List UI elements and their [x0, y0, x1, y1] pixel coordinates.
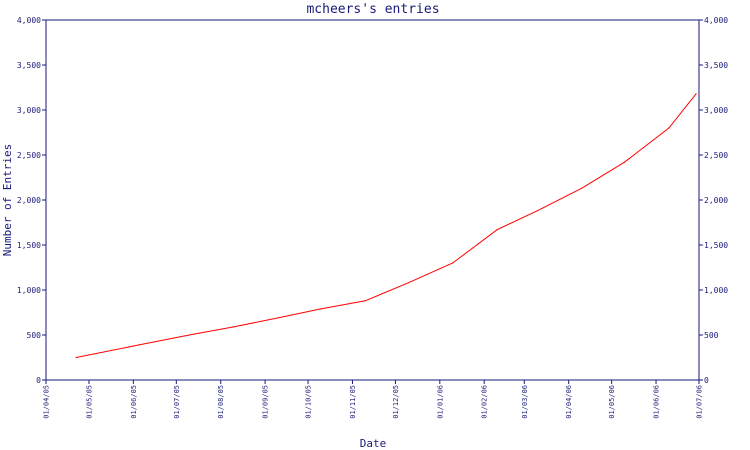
y-tick-label-left: 4,000 [17, 16, 41, 25]
series-line [76, 93, 697, 358]
x-tick-label: 01/02/06 [481, 385, 489, 419]
x-tick-label: 01/05/06 [608, 385, 616, 419]
x-tick-label: 01/04/05 [43, 385, 51, 419]
y-axis-left: 0 500 1,000 1,500 2,000 2,500 3,000 3,500 4,000 [17, 16, 46, 385]
data-point [580, 187, 583, 189]
x-tick-label: 01/04/06 [565, 385, 573, 419]
y-tick-label-right: 1,500 [704, 241, 728, 250]
x-tick-label: 01/07/05 [173, 385, 181, 419]
series-layer [75, 93, 697, 359]
y-tick-label-left: 0 [36, 376, 41, 385]
y-tick-label-left: 3,000 [17, 106, 41, 115]
x-tick-label: 01/03/06 [521, 385, 529, 419]
y-tick-label-left: 2,000 [17, 196, 41, 205]
data-point [623, 161, 626, 163]
data-point [138, 344, 140, 346]
data-point [695, 93, 697, 95]
x-tick-label: 01/09/05 [262, 385, 270, 419]
data-point [668, 127, 670, 129]
x-tick-label: 01/12/05 [392, 385, 400, 419]
data-point [407, 282, 409, 284]
y-tick-label-right: 3,000 [704, 106, 728, 115]
x-tick-label: 01/10/05 [305, 385, 313, 419]
x-axis: 01/04/05 01/05/05 01/06/05 01/07/05 01/08/05… [43, 380, 704, 419]
y-axis-right: 0 500 1,000 1,500 2,000 2,500 3,000 3,500 4,000 [699, 16, 728, 385]
plot-frame [45, 19, 700, 381]
chart-title: mcheers's entries [306, 2, 439, 17]
data-point [452, 262, 454, 264]
y-tick-label-right: 0 [704, 376, 709, 385]
data-point [496, 229, 498, 231]
y-tick-label-right: 2,000 [704, 196, 728, 205]
data-point [320, 308, 322, 310]
data-point [188, 334, 190, 336]
x-tick-label: 01/06/06 [653, 385, 661, 419]
y-tick-label-left: 500 [27, 331, 42, 340]
y-tick-label-right: 2,500 [704, 151, 728, 160]
x-tick-label: 01/06/05 [130, 385, 138, 419]
x-tick-label: 01/08/05 [217, 385, 225, 419]
y-tick-label-left: 1,500 [17, 241, 41, 250]
y-tick-label-right: 500 [704, 331, 719, 340]
data-point [232, 326, 235, 328]
y-tick-label-right: 4,000 [704, 16, 728, 25]
y-tick-label-left: 1,000 [17, 286, 41, 295]
y-axis-label: Number of Entries [1, 144, 14, 257]
data-point [364, 300, 366, 302]
data-point [75, 356, 77, 359]
x-tick-label: 01/11/05 [349, 385, 357, 419]
x-axis-label: Date [360, 437, 387, 450]
y-tick-label-right: 1,000 [704, 286, 728, 295]
x-tick-label: 01/07/06 [696, 385, 704, 419]
data-point [277, 317, 279, 319]
y-tick-label-right: 3,500 [704, 61, 728, 70]
y-tick-label-left: 3,500 [17, 61, 41, 70]
x-tick-label: 01/05/05 [85, 385, 93, 419]
data-point [536, 210, 538, 212]
x-tick-label: 01/01/06 [436, 385, 444, 419]
y-tick-label-left: 2,500 [17, 151, 41, 160]
